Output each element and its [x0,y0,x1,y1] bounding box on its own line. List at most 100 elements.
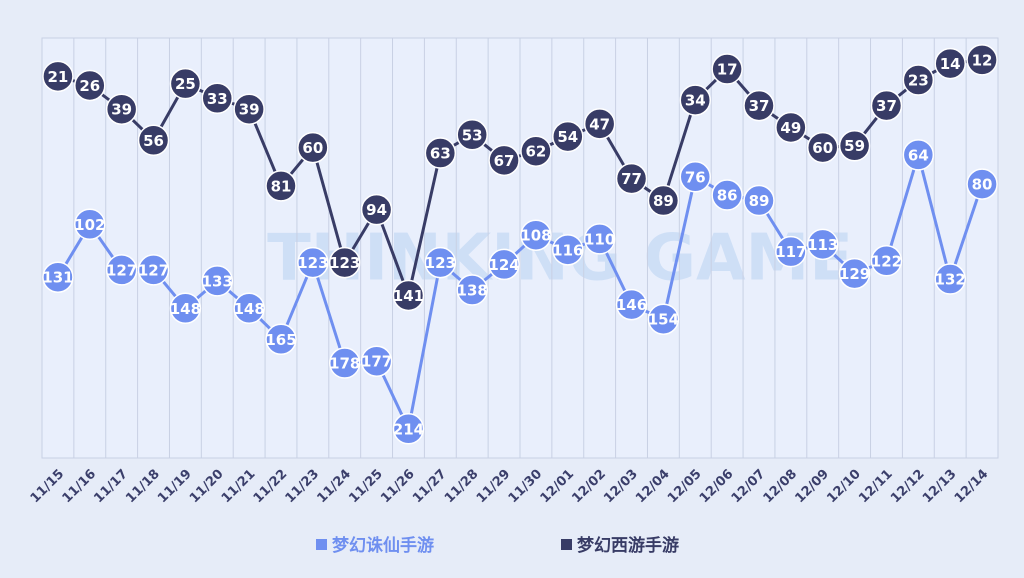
data-label: 67 [494,152,515,170]
point [42,60,74,93]
x-tick-label: 12/10 [824,467,864,507]
data-label: 146 [616,296,647,314]
point [902,139,935,171]
data-label: 133 [202,272,233,290]
data-label: 14 [940,55,961,73]
point [74,208,106,241]
data-label: 131 [42,269,73,287]
legend-swatch [316,539,327,550]
x-tick-label: 11/23 [283,467,323,507]
point [615,162,648,195]
point [233,292,265,325]
point [201,265,234,297]
x-tick-label: 12/12 [888,467,928,507]
point [169,292,202,325]
point [870,89,903,122]
data-label: 39 [111,101,132,119]
point [360,193,393,226]
legend-label: 梦幻诛仙手游 [332,535,434,556]
point [806,228,839,261]
data-label: 21 [47,68,68,86]
data-label: 60 [812,139,833,157]
x-tick-label: 11/27 [410,467,450,507]
point [297,131,329,164]
point [966,168,998,200]
data-label: 102 [74,216,105,234]
point [838,257,871,290]
data-label: 53 [462,126,483,144]
data-label: 76 [685,168,706,186]
x-tick-label: 11/25 [346,467,386,507]
x-tick-label: 11/18 [123,467,163,507]
x-tick-label: 12/08 [761,467,801,507]
data-label: 34 [685,92,706,110]
x-tick-label: 11/24 [314,467,354,507]
legend-swatch [561,539,572,550]
point [647,303,680,335]
point [328,246,361,279]
x-tick-label: 12/11 [856,467,896,507]
x-tick-label: 11/16 [60,467,100,507]
data-label: 122 [871,252,902,270]
data-label: 178 [329,355,360,373]
point [552,234,584,266]
data-label: 154 [648,311,679,329]
point [424,246,457,279]
point [137,254,170,286]
point [966,44,998,76]
point [488,144,520,177]
point [934,263,966,295]
point [934,47,966,80]
x-tick-label: 12/03 [601,467,641,507]
point [552,120,584,153]
data-label: 177 [361,353,392,371]
data-label: 124 [488,256,519,274]
point [615,288,648,321]
data-label: 17 [717,61,738,79]
data-label: 117 [775,243,806,261]
point [838,129,871,162]
x-tick-label: 11/17 [91,467,131,507]
data-label: 49 [780,119,801,137]
data-label: 63 [430,145,451,163]
data-label: 214 [393,420,424,438]
data-label: 80 [972,176,993,194]
x-tick-label: 11/15 [28,467,68,507]
point [42,261,74,293]
x-tick-label: 11/26 [378,467,418,507]
data-label: 148 [233,300,264,318]
point [743,184,775,217]
point [583,223,616,255]
data-label: 39 [239,101,260,119]
data-label: 138 [457,282,488,300]
data-label: 141 [393,287,424,305]
x-tick-label: 11/20 [187,467,227,507]
x-tick-label: 11/30 [506,467,546,507]
point [424,137,457,169]
data-label: 12 [972,51,993,69]
data-label: 165 [265,331,296,349]
x-tick-label: 12/05 [665,467,705,507]
data-label: 64 [908,146,929,164]
data-label: 108 [520,227,551,245]
point [233,93,265,125]
point [647,184,680,217]
x-tick-label: 12/06 [697,467,737,507]
point [520,135,552,167]
data-label: 47 [589,115,610,133]
point [105,254,138,286]
point [902,64,935,96]
point [679,161,712,193]
data-label: 123 [329,254,360,272]
x-tick-label: 11/22 [251,467,291,507]
data-label: 62 [525,143,546,161]
data-label: 33 [207,90,228,108]
data-label: 59 [844,137,865,155]
data-label: 110 [584,230,615,248]
data-label: 127 [106,261,137,279]
data-label: 116 [552,241,583,259]
x-tick-label: 12/09 [792,467,832,507]
legend-label: 梦幻西游手游 [577,535,679,556]
data-label: 113 [807,236,838,254]
